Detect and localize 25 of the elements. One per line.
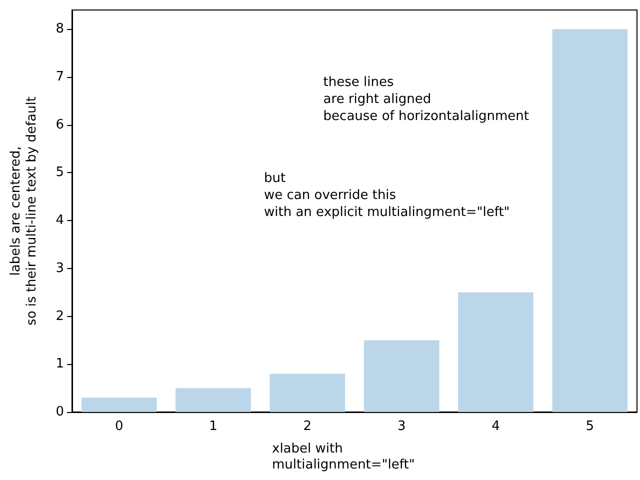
y-tick-label: 1 (56, 356, 64, 372)
y-tick-label: 4 (56, 213, 64, 228)
annotation: but we can override this with an explicit multialingment="left" (264, 171, 510, 220)
x-tick-label: 3 (397, 419, 406, 434)
x-tick-label: 4 (492, 419, 500, 434)
y-axis-title: labels are centered, so is their multi-line text by default (8, 96, 40, 326)
x-tick-label: 5 (586, 419, 594, 434)
x-tick-label: 0 (114, 419, 124, 434)
bar (458, 292, 534, 412)
y-tick-label: 8 (56, 22, 64, 37)
x-tick-label: 2 (303, 419, 312, 434)
y-tick-label: 7 (56, 70, 64, 84)
x-tick-label: 1 (209, 419, 218, 434)
bar (81, 398, 157, 412)
y-tick-label: 2 (56, 308, 64, 324)
bar (364, 340, 440, 412)
y-tick-label: 3 (56, 260, 64, 276)
bar (270, 374, 346, 412)
y-tick-label: 0 (56, 404, 64, 420)
annotation: these lines are right aligned because of horizontalalignment (323, 75, 530, 124)
y-tick-label: 6 (56, 117, 64, 132)
y-tick-label: 5 (56, 165, 64, 180)
bar (552, 29, 628, 412)
bar (176, 388, 251, 412)
x-axis-title: xlabel with multialignment="left" (272, 442, 415, 472)
